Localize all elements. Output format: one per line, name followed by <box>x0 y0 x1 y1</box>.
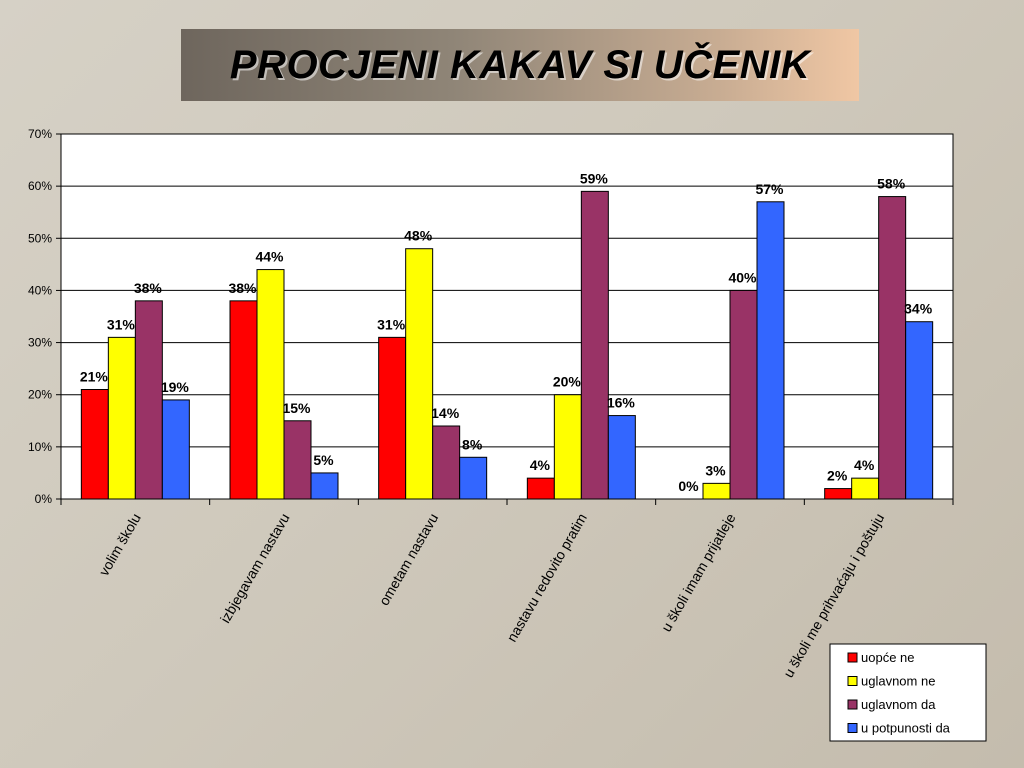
bar <box>256 269 285 500</box>
x-category-label: u školi imam prijatleje <box>658 510 739 634</box>
legend-swatch <box>847 652 858 663</box>
bars <box>80 190 934 500</box>
bar <box>432 425 461 500</box>
bar <box>310 472 339 500</box>
data-label: 15% <box>282 400 311 416</box>
data-label: 31% <box>377 316 406 332</box>
data-label: 38% <box>134 280 163 296</box>
legend-swatch <box>847 723 858 733</box>
bar <box>851 477 880 500</box>
legend-label: uopće ne <box>861 650 915 665</box>
x-axis: volim školu izbjegavam nastavu ometam nast… <box>60 499 954 680</box>
bar <box>878 196 907 500</box>
y-tick-label: 60% <box>28 179 52 193</box>
y-tick-label: 50% <box>28 231 52 245</box>
y-tick-label: 0% <box>35 492 53 506</box>
data-label: 58% <box>877 176 906 192</box>
y-tick-label: 70% <box>28 127 52 141</box>
data-label: 21% <box>80 369 109 385</box>
data-label: 0% <box>678 478 699 494</box>
x-category-label: nastavu redovito pratim <box>503 511 590 645</box>
bar <box>607 415 636 500</box>
data-label: 48% <box>404 228 433 244</box>
data-label: 31% <box>107 316 136 332</box>
data-label: 5% <box>313 452 334 468</box>
data-label: 34% <box>904 301 933 317</box>
data-label: 14% <box>431 405 460 421</box>
data-label: 40% <box>728 269 757 285</box>
bar <box>80 389 109 500</box>
bar <box>905 321 934 500</box>
data-labels: 21% 31% 38% 19% 38% 44% 15% 5% 31% 48% 14%8% 4% 20% 5… <box>80 170 933 494</box>
data-label: 20% <box>553 374 582 390</box>
legend-label: uglavnom ne <box>861 674 935 689</box>
legend-label: u potpunosti da <box>861 721 951 736</box>
data-label: 4% <box>854 457 875 473</box>
y-tick-label: 40% <box>28 283 52 297</box>
bar <box>107 336 136 500</box>
bar <box>283 420 312 500</box>
bar <box>702 482 731 500</box>
data-label: 38% <box>228 280 257 296</box>
data-label: 44% <box>255 249 284 265</box>
y-tick-label: 10% <box>28 440 52 454</box>
data-label: 8% <box>462 436 483 452</box>
bar <box>134 300 163 500</box>
plot-area <box>60 133 954 500</box>
bar <box>459 456 488 500</box>
x-category-label: volim školu <box>95 511 143 579</box>
bar <box>729 289 758 500</box>
y-tick-label: 20% <box>28 388 52 402</box>
bar <box>405 248 434 500</box>
legend-swatch <box>847 699 858 710</box>
x-category-label: izbjegavam nastavu <box>217 511 293 626</box>
legend: uopće ne uglavnom ne uglavnom da u potpunos… <box>829 643 987 742</box>
bar <box>756 201 785 500</box>
data-label: 19% <box>161 379 190 395</box>
data-label: 59% <box>580 170 609 186</box>
bar <box>229 300 258 500</box>
y-axis: 0% 10% 20% 30% 40% 50% 60% 70% <box>28 127 61 506</box>
bar <box>161 399 190 500</box>
chart-title: PROCJENI KAKAV SI UČENIK <box>229 42 811 87</box>
bar <box>553 394 582 500</box>
gridlines <box>61 185 953 448</box>
bar <box>526 477 555 500</box>
y-tick-label: 30% <box>28 336 52 350</box>
bar <box>580 190 609 500</box>
data-label: 16% <box>607 395 636 411</box>
legend-swatch <box>847 676 858 686</box>
data-label: 2% <box>827 468 848 484</box>
bar <box>378 336 407 500</box>
data-label: 3% <box>705 462 726 478</box>
title-box: PROCJENI KAKAV SI UČENIK <box>181 29 859 101</box>
x-category-label: ometam nastavu <box>376 510 442 608</box>
legend-label: uglavnom da <box>861 697 936 712</box>
data-label: 57% <box>755 181 784 197</box>
data-label: 4% <box>530 457 551 473</box>
bar <box>824 488 853 500</box>
